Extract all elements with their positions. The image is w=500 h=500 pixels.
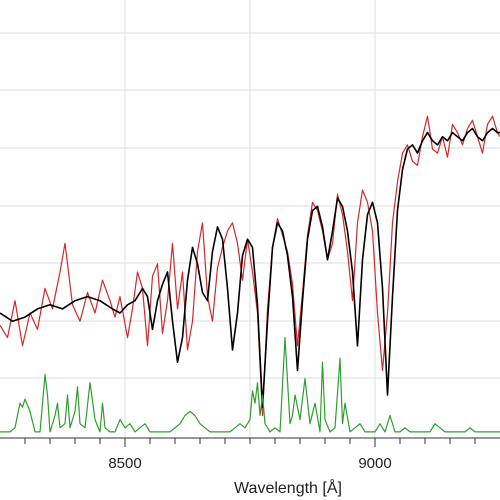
x-tick-label: 9000 bbox=[358, 455, 391, 472]
x-tick-label: 8500 bbox=[108, 455, 141, 472]
grid-lines bbox=[0, 0, 500, 438]
series-line-model bbox=[0, 127, 500, 409]
x-axis-title: Wavelength [Å] bbox=[234, 478, 342, 497]
series-lines bbox=[0, 115, 500, 433]
series-line-residual bbox=[0, 337, 500, 433]
x-axis-ticks: 8500 9000 bbox=[24, 438, 476, 472]
